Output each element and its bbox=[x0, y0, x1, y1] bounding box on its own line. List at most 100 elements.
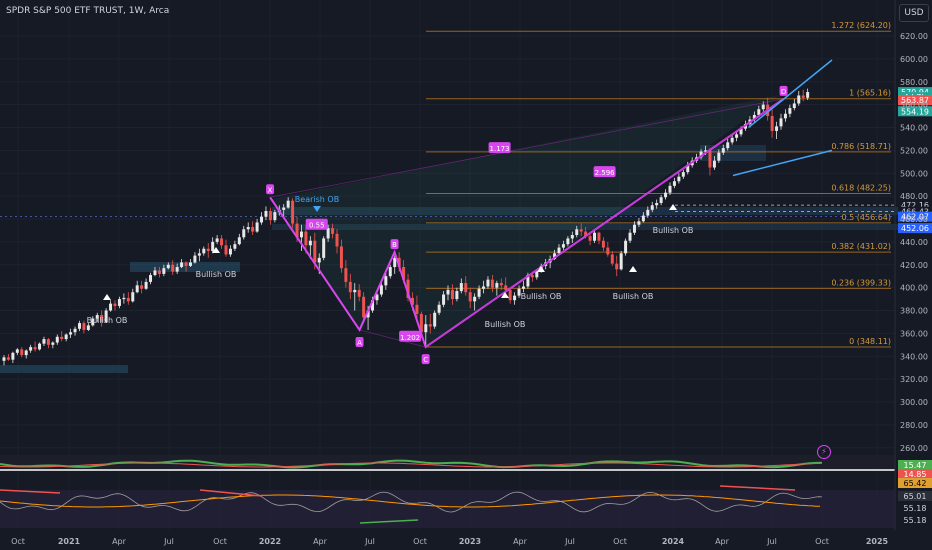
candle-body bbox=[437, 304, 441, 313]
price-tick-label: 580.00 bbox=[900, 78, 928, 87]
price-badge bbox=[898, 211, 932, 222]
fib-level-label: 1.272 (624.20) bbox=[831, 21, 891, 30]
candle-body bbox=[646, 209, 650, 216]
alert-bolt-icon[interactable]: ⚡ bbox=[817, 445, 831, 459]
price-tick-label: 320.00 bbox=[900, 375, 928, 384]
harmonic-ratio-marker bbox=[305, 218, 328, 230]
indicator-badge bbox=[898, 491, 932, 501]
bullish-ob-label: Bullish OB bbox=[521, 292, 562, 301]
candle-body bbox=[561, 244, 565, 248]
candle-body bbox=[246, 227, 250, 230]
candle-body bbox=[637, 221, 641, 225]
candle-body bbox=[113, 303, 117, 306]
candle-body bbox=[260, 216, 264, 223]
candle-body bbox=[699, 151, 703, 158]
candle-body bbox=[313, 240, 317, 263]
price-badge bbox=[898, 223, 932, 234]
candle-body bbox=[668, 185, 672, 193]
candle-body bbox=[286, 200, 290, 208]
time-tick-label: Jul bbox=[564, 537, 575, 546]
candle-body bbox=[681, 172, 685, 177]
candle-body bbox=[64, 334, 68, 340]
indicator-badge bbox=[898, 503, 932, 513]
candle-body bbox=[193, 255, 197, 263]
harmonic-xd-line bbox=[269, 98, 784, 198]
price-tick-label: 380.00 bbox=[900, 307, 928, 316]
candle-body bbox=[24, 350, 28, 356]
harmonic-ratio-label: 0.55 bbox=[309, 222, 325, 230]
candle-body bbox=[535, 271, 539, 278]
candle-body bbox=[331, 228, 335, 234]
candle-body bbox=[770, 116, 774, 131]
price-badge-label: 472.16 bbox=[901, 201, 929, 210]
candle-body bbox=[588, 236, 592, 241]
indicator-badge bbox=[898, 478, 932, 488]
candle-body bbox=[60, 336, 64, 340]
time-tick-label: Apr bbox=[112, 537, 127, 546]
harmonic-ratio-marker bbox=[399, 330, 422, 342]
candle-body bbox=[442, 294, 446, 305]
indicator-badge-label: 14.85 bbox=[904, 470, 927, 479]
fib-level-label: 0.382 (431.02) bbox=[831, 242, 891, 251]
candle-body bbox=[566, 238, 570, 245]
candle-body bbox=[628, 232, 632, 241]
candle-body bbox=[308, 240, 312, 246]
candle-body bbox=[521, 286, 525, 289]
price-tick-label: 260.00 bbox=[900, 444, 928, 453]
harmonic-point-label: D bbox=[781, 88, 786, 96]
candle-body bbox=[2, 357, 6, 361]
time-tick-label: Oct bbox=[613, 537, 627, 546]
candle-body bbox=[282, 207, 286, 210]
candle-body bbox=[20, 349, 24, 356]
candle-body bbox=[397, 257, 401, 268]
candle-body bbox=[131, 292, 135, 302]
order-block-zone bbox=[700, 145, 766, 161]
order-block-zone bbox=[272, 224, 932, 230]
harmonic-ratio-marker bbox=[593, 166, 616, 178]
price-tick-label: 520.00 bbox=[900, 146, 928, 155]
candle-body bbox=[468, 292, 472, 302]
candle-body bbox=[517, 288, 521, 296]
price-tick-label: 600.00 bbox=[900, 55, 928, 64]
candle-body bbox=[464, 283, 468, 293]
harmonic-point-label: X bbox=[268, 186, 273, 194]
candle-body bbox=[610, 254, 614, 264]
price-tick-label: 620.00 bbox=[900, 32, 928, 41]
candle-body bbox=[215, 238, 219, 242]
harmonic-point-marker bbox=[266, 184, 275, 195]
candle-body bbox=[615, 263, 619, 270]
rsi-line bbox=[0, 491, 823, 513]
fib-level-label: 1 (565.16) bbox=[849, 89, 891, 98]
bullish-arrow-icon bbox=[669, 204, 677, 210]
divergence-line bbox=[719, 485, 796, 491]
harmonic-point-marker bbox=[779, 85, 788, 96]
order-block-zone bbox=[272, 207, 932, 215]
candle-body bbox=[295, 223, 299, 238]
time-tick-label: Jul bbox=[163, 537, 174, 546]
candle-body bbox=[664, 192, 668, 198]
indicator-badge bbox=[898, 460, 932, 470]
candle-body bbox=[557, 247, 561, 254]
time-tick-label: 2025 bbox=[866, 537, 889, 546]
candle-body bbox=[353, 289, 357, 293]
candle-body bbox=[473, 296, 477, 302]
indicator-badge bbox=[898, 515, 932, 525]
trend-line-lower bbox=[732, 149, 833, 177]
bullish-ob-label: Bullish OB bbox=[87, 316, 128, 325]
candle-body bbox=[499, 283, 503, 286]
rsi-average-line bbox=[0, 494, 821, 508]
candle-body bbox=[504, 285, 508, 290]
candle-body bbox=[237, 237, 241, 245]
price-badge-label: 452.06 bbox=[901, 224, 929, 233]
price-badge bbox=[898, 95, 932, 106]
candle-body bbox=[641, 215, 645, 222]
harmonic-point-label: A bbox=[357, 339, 362, 347]
fibonacci-levels: 1.272 (624.20) 1 (565.16) 0.786 (518.71) 0.… bbox=[0, 21, 895, 348]
candle-body bbox=[371, 300, 375, 311]
harmonic-ratio-label: 2.596 bbox=[595, 169, 616, 177]
candle-body bbox=[264, 210, 268, 217]
currency-button[interactable]: USD bbox=[899, 4, 929, 22]
candle-body bbox=[428, 324, 432, 327]
candle-body bbox=[526, 275, 530, 287]
